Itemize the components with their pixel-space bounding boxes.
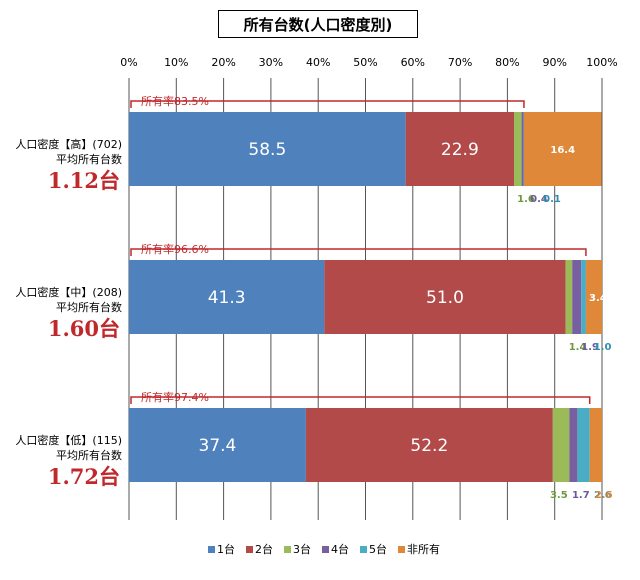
x-tick-label: 90% — [542, 56, 566, 69]
ownership-bracket — [130, 248, 587, 256]
data-label: 0.1 — [543, 194, 561, 205]
legend-swatch — [208, 546, 215, 553]
x-tick-label: 70% — [448, 56, 472, 69]
data-label: 22.9 — [441, 140, 479, 160]
legend-swatch — [246, 546, 253, 553]
data-label: 37.4 — [199, 436, 237, 456]
avg-label: 平均所有台数 — [56, 300, 122, 314]
row-name: 人口密度【低】(115) — [15, 433, 122, 447]
ownership-label: 所有率83.5% — [141, 94, 209, 108]
legend-label: 1台 — [217, 542, 235, 556]
bar-segment — [552, 408, 570, 482]
x-tick-label: 20% — [211, 56, 235, 69]
legend-label: 非所有 — [407, 542, 440, 556]
data-label: 1.9 — [581, 342, 599, 353]
x-tick-label: 100% — [586, 56, 617, 69]
avg-label: 平均所有台数 — [56, 152, 122, 166]
bar-segment — [581, 260, 586, 334]
ownership-bracket — [130, 396, 591, 404]
ownership-bracket — [130, 100, 525, 108]
data-label: 41.3 — [208, 288, 246, 308]
bar-segment — [589, 408, 602, 482]
legend-swatch — [398, 546, 405, 553]
data-label: 3.5 — [550, 490, 568, 501]
data-label: 51.0 — [426, 288, 464, 308]
legend-label: 3台 — [293, 542, 311, 556]
data-label: 52.2 — [410, 436, 448, 456]
legend-swatch — [322, 546, 329, 553]
chart-title: 所有台数(人口密度別) — [218, 10, 418, 38]
avg-value: 1.60台 — [48, 316, 120, 341]
x-tick-label: 0% — [120, 56, 137, 69]
data-label: 1.0 — [594, 342, 612, 353]
bars — [129, 100, 602, 482]
legend-label: 5台 — [369, 542, 387, 556]
avg-value: 1.12台 — [48, 168, 120, 193]
row-name: 人口密度【高】(702) — [15, 137, 122, 151]
x-tick-label: 40% — [306, 56, 330, 69]
bar-segment — [129, 260, 325, 334]
bar-segment — [405, 112, 515, 186]
bar-segment — [324, 260, 566, 334]
x-tick-label: 50% — [353, 56, 377, 69]
bar-segment — [129, 112, 406, 186]
x-tick-label: 30% — [259, 56, 283, 69]
data-label: 1.7 — [572, 490, 590, 501]
ownership-label: 所有率96.6% — [141, 242, 209, 256]
row-name: 人口密度【中】(208) — [15, 285, 122, 299]
bar-segment — [569, 408, 578, 482]
bar-segment — [572, 260, 582, 334]
x-tick-label: 80% — [495, 56, 519, 69]
data-label: 1.4 — [569, 342, 587, 353]
data-label: 2.6 — [594, 490, 612, 501]
data-label: 3.4 — [589, 293, 607, 304]
data-label: 58.5 — [248, 140, 286, 160]
data-label: 16.4 — [550, 145, 575, 156]
bar-segment — [523, 112, 602, 186]
x-tick-label: 10% — [164, 56, 188, 69]
avg-label: 平均所有台数 — [56, 448, 122, 462]
row-labels: 人口密度【高】(702)平均所有台数1.12台人口密度【中】(208)平均所有台… — [15, 137, 122, 489]
legend-swatch — [360, 546, 367, 553]
x-axis-ticks: 0% 10% 20% 30% 40% 50% 60% 70% 80% 90% 100% — [120, 56, 617, 69]
data-label: 0.4 — [530, 194, 548, 205]
bar-segment — [565, 260, 573, 334]
legend-label: 2台 — [255, 542, 273, 556]
bar-segment — [129, 408, 306, 482]
bar-segment — [514, 112, 522, 186]
ownership-label: 所有率97.4% — [141, 390, 209, 404]
legend: 1台 2台 3台 4台 5台 非所有 — [208, 542, 440, 556]
data-label: 2.6 — [595, 490, 613, 501]
bar-segment — [577, 408, 590, 482]
avg-value: 1.72台 — [48, 464, 120, 489]
bar-segment — [585, 260, 602, 334]
data-label: 1.6 — [517, 194, 535, 205]
legend-swatch — [284, 546, 291, 553]
bar-segment — [305, 408, 553, 482]
legend-label: 4台 — [331, 542, 349, 556]
x-tick-label: 60% — [401, 56, 425, 69]
data-labels: 所有率83.5% 58.5 22.9 16.4 1.60.40.1 所有率96.6% 41.… — [141, 94, 613, 501]
bar-segment — [521, 112, 524, 186]
